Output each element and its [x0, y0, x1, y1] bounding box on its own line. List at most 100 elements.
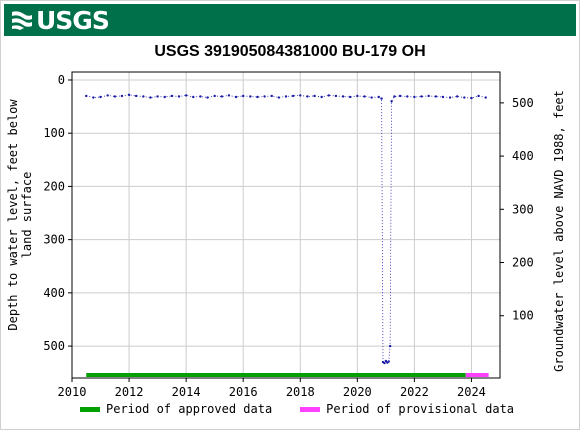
- y-right-tick-label: 300: [512, 202, 534, 216]
- data-point: [406, 95, 409, 98]
- data-point: [213, 94, 216, 98]
- usgs-logo[interactable]: USGS: [10, 5, 110, 35]
- data-point: [427, 94, 430, 98]
- data-point: [380, 97, 383, 100]
- usgs-banner: USGS: [4, 4, 576, 36]
- y-right-axis-ticks: 500 400 300 200 100: [500, 96, 534, 323]
- y-tick-label: 500: [43, 339, 65, 353]
- x-tick-label: 2024: [457, 385, 486, 399]
- data-point: [320, 95, 323, 99]
- data-point: [420, 95, 423, 98]
- data-series: [85, 93, 487, 365]
- data-point: [393, 95, 396, 98]
- x-tick-label: 2022: [400, 385, 429, 399]
- y-tick-label: 300: [43, 233, 65, 247]
- y-tick-label: 100: [43, 126, 65, 140]
- legend-label-approved: Period of approved data: [106, 402, 273, 416]
- data-point: [85, 94, 88, 98]
- x-tick-label: 2012: [115, 385, 144, 399]
- data-point: [206, 96, 209, 99]
- y-axis-ticks: 0 100 200 300 400 500: [43, 73, 72, 353]
- data-point: [291, 94, 295, 98]
- x-axis-ticks: 2010 2012 2014 2016 2018 2020 2022 2024: [58, 378, 486, 399]
- x-tick-label: 2018: [286, 385, 315, 399]
- data-point: [106, 94, 109, 97]
- y-tick-label: 200: [43, 179, 65, 193]
- data-point: [384, 359, 388, 363]
- x-tick-label: 2020: [343, 385, 372, 399]
- data-point: [170, 94, 174, 98]
- data-point: [99, 95, 102, 99]
- legend-label-provisional: Period of provisional data: [326, 402, 515, 416]
- data-point: [113, 95, 117, 98]
- series-line: [86, 94, 486, 364]
- data-point: [263, 95, 266, 98]
- data-point: [299, 94, 302, 97]
- data-point: [388, 344, 392, 348]
- provisional-swatch: [300, 406, 321, 412]
- legend: Period of approved data Period of provis…: [80, 402, 542, 416]
- provisional-period-bar: [465, 373, 489, 377]
- y-right-tick-label: 100: [512, 309, 534, 323]
- data-point: [277, 96, 281, 99]
- data-point: [334, 94, 338, 98]
- y-tick-label: 0: [58, 73, 65, 87]
- data-point: [270, 94, 273, 98]
- data-point: [127, 93, 131, 97]
- data-point: [142, 95, 145, 98]
- data-point: [149, 96, 152, 99]
- y-tick-label: 400: [43, 286, 65, 300]
- data-point: [249, 95, 252, 98]
- data-point: [477, 94, 480, 98]
- approved-swatch: [80, 406, 100, 412]
- data-point: [363, 95, 366, 98]
- data-point: [220, 95, 223, 98]
- period-bars: [86, 373, 489, 377]
- data-point: [370, 96, 373, 99]
- data-point: [242, 94, 245, 98]
- y-right-tick-label: 200: [512, 256, 534, 270]
- data-point: [327, 94, 330, 97]
- data-point: [434, 95, 437, 98]
- chart-title: USGS 391905084381000 BU-179 OH: [154, 43, 426, 60]
- data-point: [184, 94, 188, 97]
- data-point: [199, 95, 202, 98]
- data-point: [463, 96, 466, 99]
- data-point: [456, 95, 459, 98]
- data-point: [387, 360, 390, 363]
- x-tick-label: 2014: [172, 385, 201, 399]
- data-point: [120, 94, 124, 98]
- data-point: [192, 95, 195, 99]
- y-axis-label: Depth to water level, feet belowland sur…: [6, 99, 34, 331]
- data-point: [163, 95, 166, 99]
- data-point: [256, 95, 259, 99]
- data-point: [470, 96, 473, 100]
- y-right-tick-label: 500: [512, 96, 534, 110]
- legend-item-provisional: Period of provisional data: [300, 402, 514, 416]
- data-point: [227, 94, 231, 97]
- data-point: [135, 94, 138, 98]
- data-point: [306, 95, 309, 98]
- usgs-wave-icon: [12, 11, 32, 30]
- data-point: [349, 95, 352, 99]
- data-point: [413, 95, 416, 99]
- data-point: [92, 96, 95, 99]
- y-right-axis-label: Groundwater level above NAVD 1988, feet: [552, 90, 566, 372]
- data-point: [398, 94, 402, 98]
- data-point: [383, 361, 386, 365]
- data-point: [390, 100, 393, 103]
- data-point: [313, 94, 316, 98]
- approved-period-bar: [86, 373, 466, 377]
- x-tick-label: 2016: [229, 385, 258, 399]
- legend-item-approved: Period of approved data: [80, 402, 272, 416]
- usgs-logo-text: USGS: [36, 5, 110, 35]
- data-point: [377, 95, 380, 99]
- plot-border: [71, 71, 501, 379]
- x-tick-label: 2010: [58, 385, 87, 399]
- data-point: [484, 96, 487, 99]
- data-point: [341, 95, 345, 98]
- data-point: [441, 95, 445, 99]
- data-point: [156, 95, 159, 98]
- grid-lines: [71, 72, 500, 378]
